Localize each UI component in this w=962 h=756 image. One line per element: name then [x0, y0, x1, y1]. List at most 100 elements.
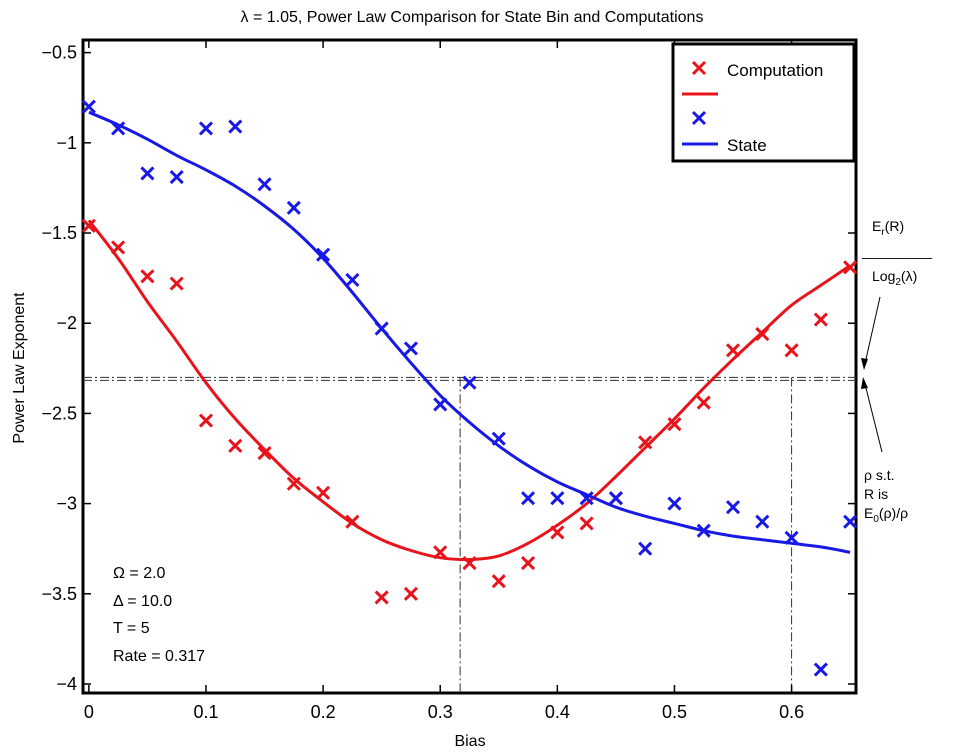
- series-0-point-4: [198, 413, 214, 428]
- guide-lines: [83, 376, 856, 693]
- param-rate: Rate = 0.317: [113, 648, 205, 665]
- series-line-3: [88, 110, 851, 554]
- y-axis: −0.5 −1 −1.5 −2 −2.5 −3 −3.5 −4: [41, 43, 856, 694]
- series-2-point-0: [81, 99, 96, 114]
- series-0-point-11: [403, 586, 418, 601]
- series-0-point-23: [755, 326, 770, 342]
- parameter-annotations: Ω = 2.0 Δ = 10.0 T = 5 Rate = 0.317: [113, 565, 205, 665]
- y-tick-label-5: −3: [56, 494, 77, 514]
- series-2-point-6: [257, 177, 272, 192]
- series-2-point-10: [374, 321, 389, 336]
- series-2-point-16: [550, 491, 565, 506]
- y-tick-label-0: −0.5: [41, 43, 77, 63]
- y-axis-label: Power Law Exponent: [11, 292, 28, 444]
- param-delta: Δ = 10.0: [113, 593, 172, 610]
- x-tick-label-5: 0.5: [662, 702, 687, 722]
- series-2-point-9: [345, 272, 360, 287]
- series-2-point-20: [667, 496, 682, 511]
- legend-entry-state-markers: [691, 110, 707, 126]
- series-0-point-21: [696, 395, 711, 410]
- series-0-point-7: [286, 476, 301, 491]
- series-0-point-22: [725, 343, 741, 358]
- param-omega: Ω = 2.0: [113, 565, 166, 582]
- series-0-point-1: [111, 240, 126, 255]
- side-annotation: Er(R) _________ Log2(λ) ρ s.t. R is E0(ρ…: [861, 218, 932, 525]
- series-2-point-15: [521, 491, 536, 506]
- series-2-point-24: [784, 530, 799, 545]
- series-2-point-11: [403, 341, 418, 356]
- series-0-point-19: [638, 435, 653, 450]
- series-2-point-8: [316, 247, 331, 262]
- series-0-point-15: [521, 556, 536, 571]
- series-2-point-26: [843, 514, 858, 529]
- x-axis: 0 0.1 0.2 0.3 0.4 0.5 0.6: [84, 40, 804, 722]
- series-0-point-25: [813, 312, 828, 327]
- series-0-point-17: [579, 516, 594, 531]
- annotation-arrow-lower: [863, 379, 883, 453]
- series-0-point-14: [491, 574, 506, 589]
- series-0-point-20: [667, 417, 682, 432]
- series-2-point-1: [111, 121, 126, 136]
- x-tick-label-2: 0.2: [311, 702, 336, 722]
- series-2-point-12: [433, 397, 448, 412]
- series-0-point-5: [228, 438, 243, 453]
- annotation-arrow-upper: [863, 296, 881, 369]
- series-2-point-17: [579, 491, 594, 506]
- x-axis-label: Bias: [454, 733, 485, 750]
- series-2-point-23: [755, 514, 770, 529]
- legend-entry-state-line: State: [682, 136, 767, 155]
- series-0-point-24: [784, 343, 799, 358]
- series-0-point-26: [843, 260, 858, 275]
- series-2-point-14: [491, 431, 506, 446]
- annotation-numerator: Er(R): [872, 218, 904, 238]
- series-line-1: [87, 219, 851, 562]
- data-markers: [81, 99, 858, 677]
- series-2-point-13: [462, 375, 477, 390]
- annotation-fraction-bar: _________: [861, 243, 932, 259]
- y-tick-label-6: −3.5: [41, 584, 77, 604]
- series-2-point-7: [286, 200, 301, 215]
- series-2-point-21: [696, 523, 711, 538]
- x-tick-label-6: 0.6: [779, 702, 804, 722]
- legend-label-computation: Computation: [727, 61, 823, 80]
- annotation-rho-line-1: ρ s.t.: [864, 467, 895, 483]
- series-0-point-13: [462, 556, 477, 571]
- series-2-point-22: [725, 500, 741, 515]
- series-0-point-8: [316, 485, 331, 500]
- series-0-point-9: [345, 514, 360, 529]
- legend-label-state: State: [727, 136, 767, 155]
- series-2-point-19: [638, 541, 653, 556]
- annotation-rho-formula: E0(ρ)/ρ: [864, 505, 908, 525]
- series-2-point-18: [608, 491, 623, 506]
- series-0-point-0: [81, 218, 96, 233]
- legend-marker-blue: [691, 110, 707, 126]
- annotation-rho-line-2: R is: [864, 486, 888, 502]
- y-tick-label-3: −2: [56, 313, 77, 333]
- legend-entry-computation-markers: Computation: [691, 60, 823, 80]
- series-2-point-25: [813, 662, 828, 677]
- param-t: T = 5: [113, 620, 150, 637]
- x-tick-label-4: 0.4: [545, 702, 570, 722]
- chart-title: λ = 1.05, Power Law Comparison for State…: [241, 9, 704, 26]
- annotation-denominator: Log2(λ): [872, 268, 917, 288]
- legend-marker-red: [691, 60, 707, 76]
- x-tick-label-3: 0.3: [428, 702, 453, 722]
- series-0-point-12: [433, 545, 448, 560]
- y-tick-label-2: −1.5: [41, 223, 77, 243]
- y-tick-label-1: −1: [56, 133, 77, 153]
- series-0-point-10: [374, 590, 389, 605]
- series-2-point-3: [169, 170, 184, 185]
- series-2-point-2: [140, 166, 155, 181]
- legend: Computation State: [671, 42, 856, 163]
- fit-lines: [87, 110, 851, 562]
- series-2-point-5: [228, 119, 243, 134]
- series-0-point-16: [550, 525, 565, 540]
- series-2-point-4: [198, 121, 214, 136]
- annotation-arrowhead-upper: [861, 358, 868, 370]
- series-0-point-2: [140, 269, 155, 284]
- x-tick-label-1: 0.1: [193, 702, 218, 722]
- x-tick-label-0: 0: [84, 702, 94, 722]
- annotation-arrowhead-lower: [861, 377, 868, 389]
- y-tick-label-4: −2.5: [41, 403, 77, 423]
